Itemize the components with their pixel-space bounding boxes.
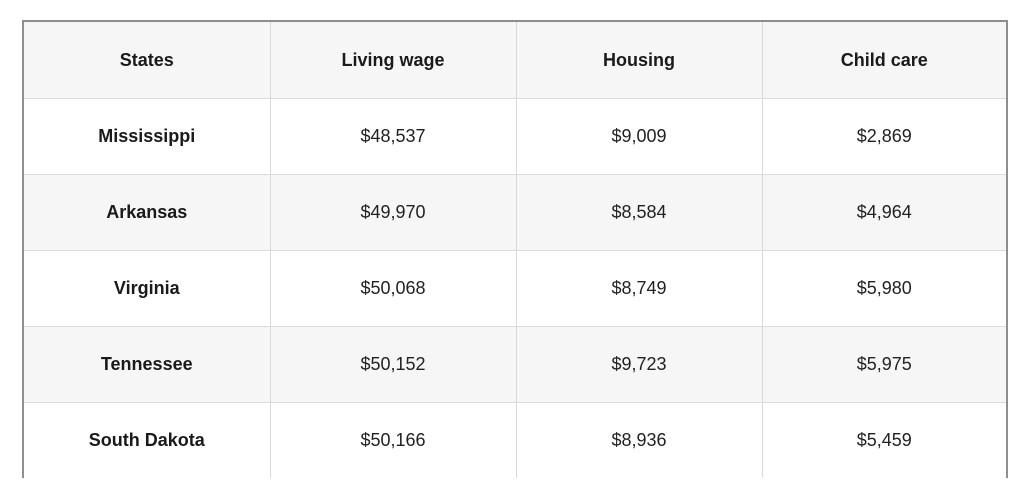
cell-housing: $9,723 bbox=[516, 326, 763, 403]
cell-housing: $8,936 bbox=[516, 402, 763, 478]
table-body: Mississippi $48,537 $9,009 $2,869 Arkans… bbox=[24, 98, 1006, 478]
cell-housing: $8,584 bbox=[516, 174, 763, 251]
cell-living-wage: $49,970 bbox=[270, 174, 517, 251]
cell-living-wage: $50,152 bbox=[270, 326, 517, 403]
cell-state: Tennessee bbox=[24, 326, 271, 403]
header-housing: Housing bbox=[516, 22, 763, 99]
cell-child-care: $2,869 bbox=[762, 98, 1006, 175]
table-frame: States Living wage Housing Child care Mi… bbox=[22, 20, 1008, 478]
cell-state: Virginia bbox=[24, 250, 271, 327]
table-row: South Dakota $50,166 $8,936 $5,459 bbox=[24, 402, 1006, 478]
cell-state: South Dakota bbox=[24, 402, 271, 478]
table-row: Virginia $50,068 $8,749 $5,980 bbox=[24, 250, 1006, 327]
header-living-wage: Living wage bbox=[270, 22, 517, 99]
table-row: Mississippi $48,537 $9,009 $2,869 bbox=[24, 98, 1006, 175]
living-wage-table: States Living wage Housing Child care Mi… bbox=[24, 22, 1006, 478]
header-states: States bbox=[24, 22, 271, 99]
cell-housing: $8,749 bbox=[516, 250, 763, 327]
cell-child-care: $5,459 bbox=[762, 402, 1006, 478]
table-header: States Living wage Housing Child care bbox=[24, 22, 1006, 99]
table-row: Arkansas $49,970 $8,584 $4,964 bbox=[24, 174, 1006, 251]
cell-child-care: $5,980 bbox=[762, 250, 1006, 327]
cell-child-care: $4,964 bbox=[762, 174, 1006, 251]
header-child-care: Child care bbox=[762, 22, 1006, 99]
cell-housing: $9,009 bbox=[516, 98, 763, 175]
cell-living-wage: $50,166 bbox=[270, 402, 517, 478]
table-row: Tennessee $50,152 $9,723 $5,975 bbox=[24, 326, 1006, 403]
cell-living-wage: $50,068 bbox=[270, 250, 517, 327]
cell-living-wage: $48,537 bbox=[270, 98, 517, 175]
header-row: States Living wage Housing Child care bbox=[24, 22, 1006, 99]
cell-state: Arkansas bbox=[24, 174, 271, 251]
cell-state: Mississippi bbox=[24, 98, 271, 175]
cell-child-care: $5,975 bbox=[762, 326, 1006, 403]
